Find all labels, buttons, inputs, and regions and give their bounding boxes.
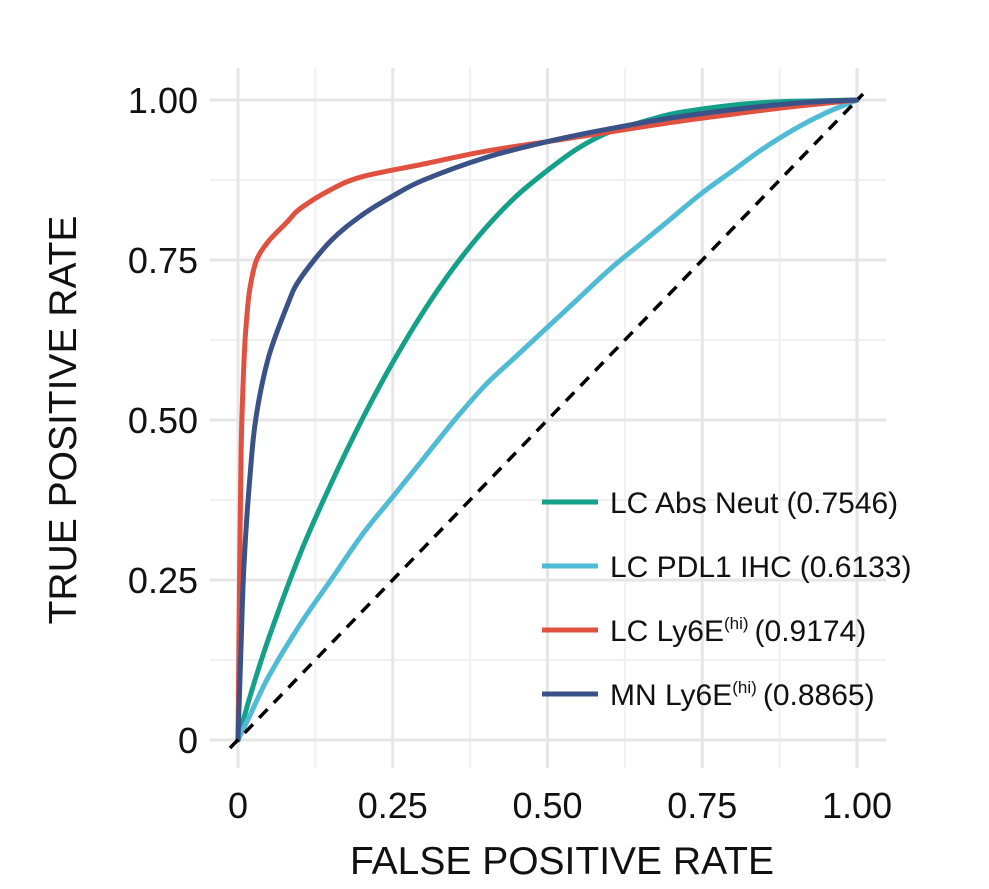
- x-axis-tick-labels: 0 0.25 0.50 0.75 1.00: [228, 785, 892, 826]
- roc-curve-1: [235, 97, 860, 743]
- legend-label: LC Abs Neut (0.7546): [610, 487, 898, 520]
- major-gridlines: [210, 68, 886, 768]
- legend-series-name: LC Abs Neut: [610, 487, 779, 520]
- x-tick-label: 0: [228, 785, 248, 826]
- legend-label: LC PDL1 IHC (0.6133): [610, 551, 911, 584]
- legend-series-superscript: (hi): [732, 678, 757, 697]
- legend-item: LC PDL1 IHC (0.6133): [542, 551, 911, 584]
- y-axis-tick-labels: 0 0.25 0.50 0.75 1.00: [128, 80, 198, 761]
- x-tick-label: 0.25: [358, 785, 428, 826]
- legend-series-name: MN Ly6E: [610, 679, 732, 712]
- legend-series-name: LC Ly6E: [610, 615, 724, 648]
- chance-diagonal: [228, 92, 865, 750]
- legend-series-auc: (0.8865): [763, 679, 875, 712]
- legend-item: LC Abs Neut (0.7546): [542, 487, 898, 520]
- x-tick-label: 1.00: [822, 785, 892, 826]
- y-tick-label: 0.50: [128, 400, 198, 441]
- legend-series-superscript: (hi): [724, 614, 749, 633]
- legend-item: LC Ly6E(hi) (0.9174): [542, 614, 866, 648]
- y-tick-label: 0.75: [128, 240, 198, 281]
- legend-label: LC Ly6E(hi) (0.9174): [610, 614, 866, 648]
- y-tick-label: 1.00: [128, 80, 198, 121]
- roc-curve-2: [235, 97, 860, 743]
- x-axis-title: FALSE POSITIVE RATE: [350, 840, 774, 883]
- y-tick-label: 0: [178, 720, 198, 761]
- legend-series-name: LC PDL1 IHC: [610, 551, 792, 584]
- roc-curves: [235, 97, 860, 743]
- legend-series-auc: (0.7546): [786, 487, 898, 520]
- x-tick-label: 0.50: [512, 785, 582, 826]
- legend-label: MN Ly6E(hi) (0.8865): [610, 678, 875, 712]
- legend-series-auc: (0.6133): [800, 551, 912, 584]
- legend: LC Abs Neut (0.7546)LC PDL1 IHC (0.6133)LC…: [542, 487, 911, 712]
- legend-series-auc: (0.9174): [755, 615, 867, 648]
- y-axis-title: TRUE POSITIVE RATE: [42, 216, 85, 625]
- diagonal-line: [228, 92, 865, 750]
- x-tick-label: 0.75: [667, 785, 737, 826]
- legend-item: MN Ly6E(hi) (0.8865): [542, 678, 875, 712]
- roc-curve-3: [235, 97, 860, 743]
- roc-curve-4: [235, 97, 860, 743]
- y-tick-label: 0.25: [128, 560, 198, 601]
